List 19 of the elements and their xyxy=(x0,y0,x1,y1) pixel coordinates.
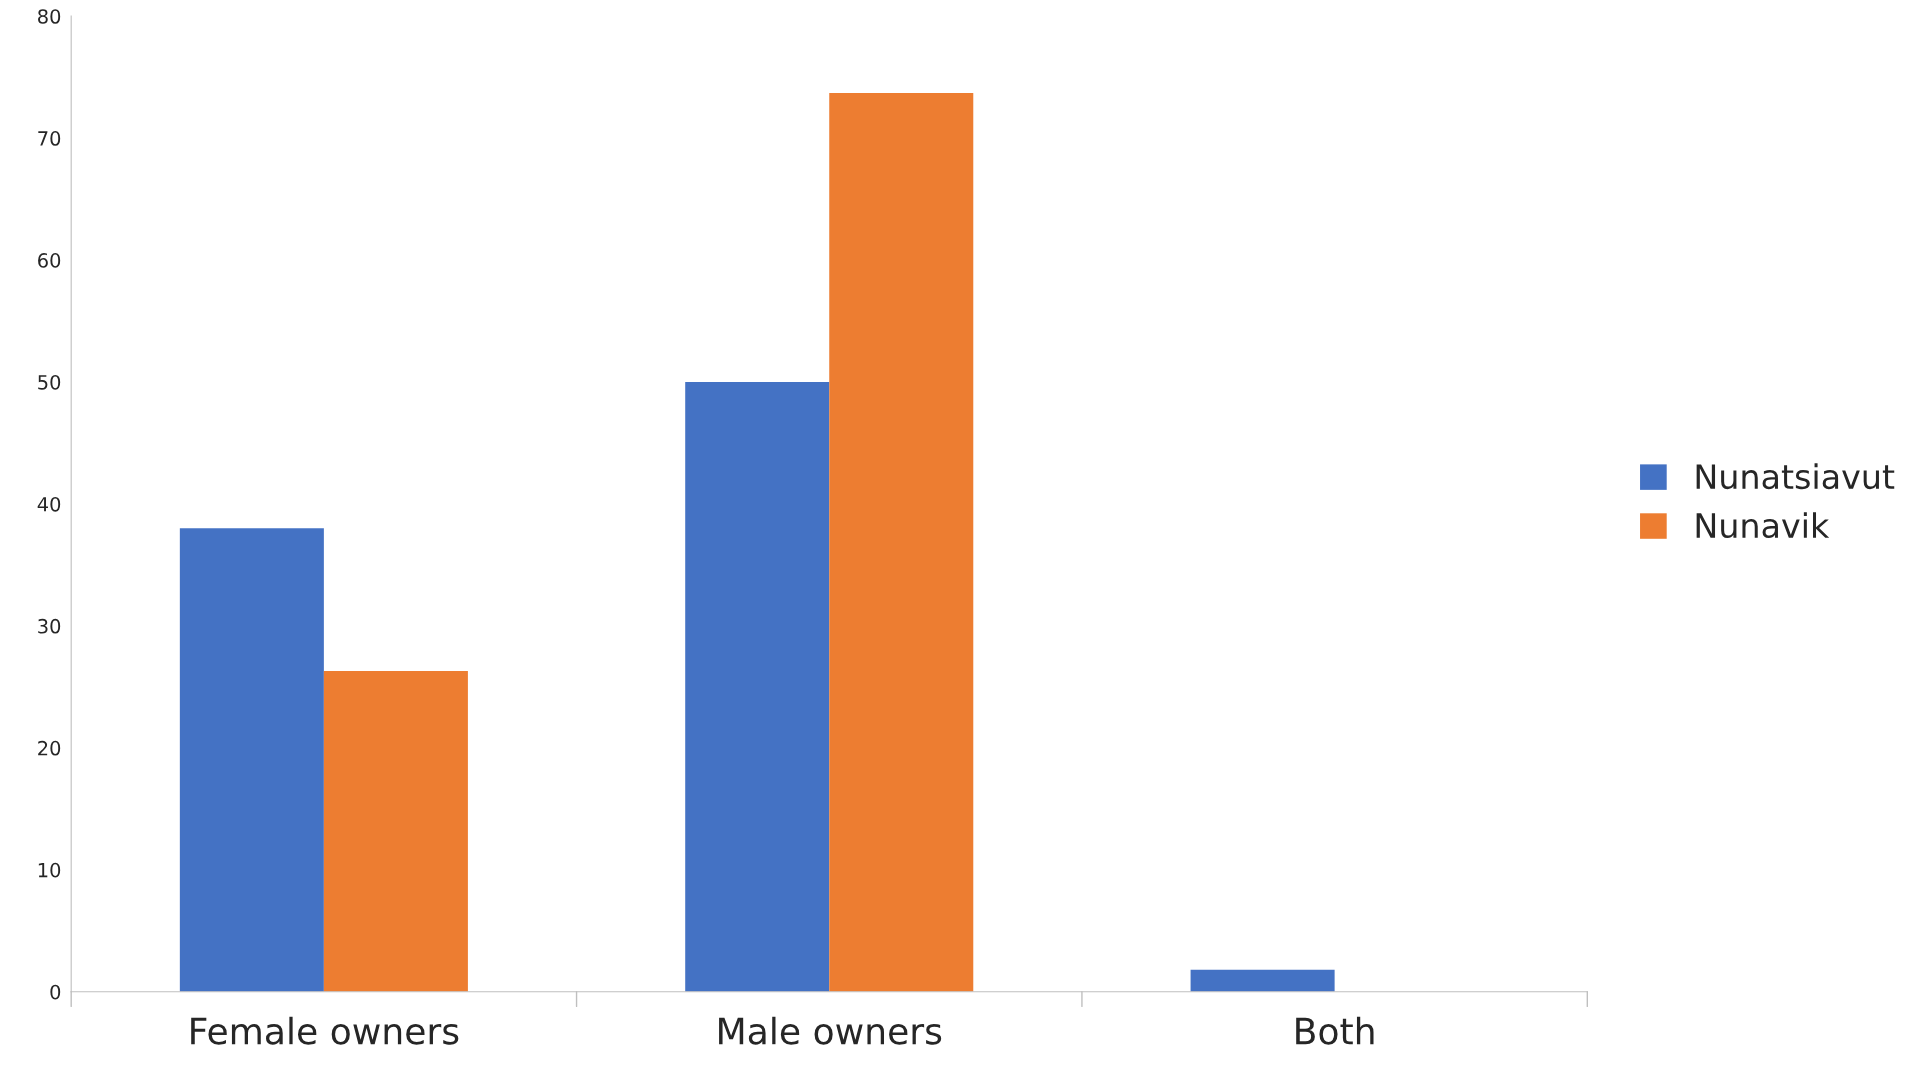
bar xyxy=(179,528,324,992)
y-tick-label: 40 xyxy=(37,496,61,512)
x-tick-label: Both xyxy=(1296,1016,1374,1045)
legend-label: Nunavik xyxy=(1696,512,1830,539)
bar xyxy=(829,93,974,992)
y-tick-label: 30 xyxy=(38,618,61,634)
legend-label: Nunatsiavut xyxy=(1696,463,1895,490)
y-tick-label: 50 xyxy=(38,374,61,390)
y-tick-label: 0 xyxy=(50,984,61,1000)
y-tick-label: 20 xyxy=(38,740,61,756)
bar xyxy=(1190,969,1335,992)
bar xyxy=(323,671,468,992)
x-tick-label: Female owners xyxy=(191,1016,459,1045)
bar xyxy=(685,382,830,992)
y-tick-label: 10 xyxy=(38,862,61,878)
x-tick-label: Male owners xyxy=(719,1016,942,1045)
y-tick-label: 80 xyxy=(38,9,61,24)
y-tick-label: 60 xyxy=(38,253,61,268)
y-tick-label: 70 xyxy=(38,131,61,146)
